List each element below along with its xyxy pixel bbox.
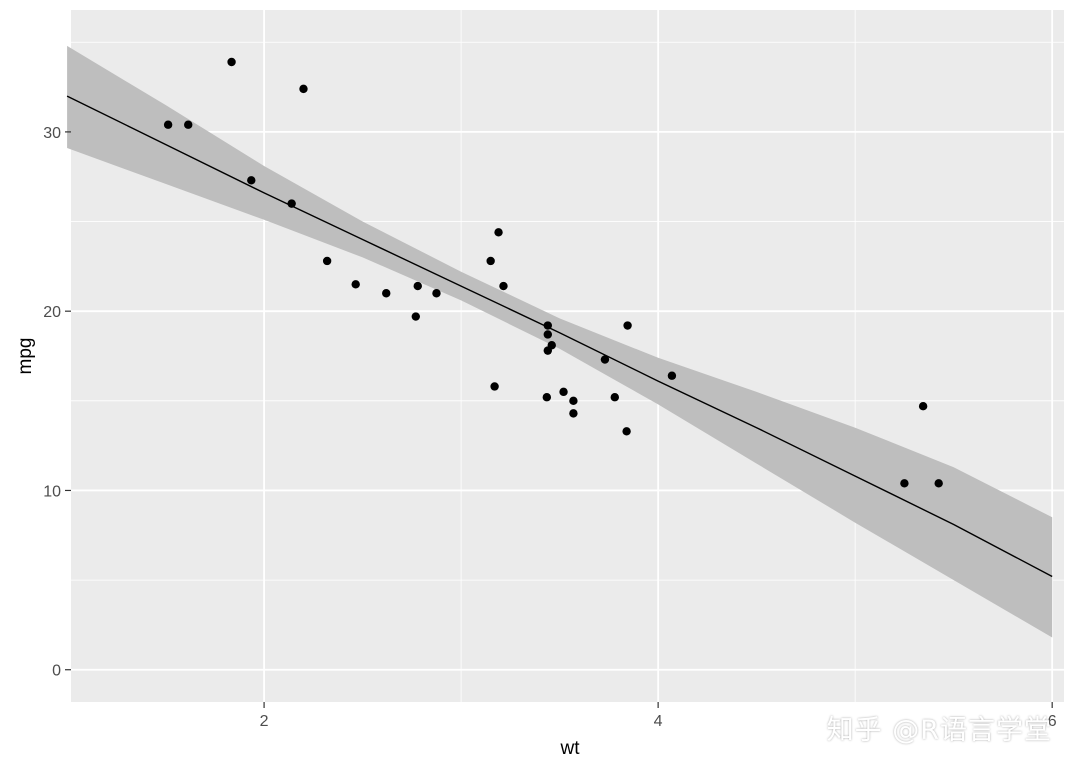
x-tick-label: 6	[1048, 713, 1057, 730]
y-tick-label: 20	[43, 304, 61, 321]
minor-gridlines	[66, 10, 1064, 702]
y-axis-ticks: 0 10 20 30	[43, 125, 71, 680]
data-point	[543, 346, 552, 355]
data-point	[900, 479, 909, 488]
x-tick-label: 4	[654, 713, 663, 730]
data-point	[499, 281, 508, 291]
data-point	[299, 84, 308, 94]
y-axis-title: mpg	[15, 338, 36, 375]
confidence-band	[67, 45, 1053, 638]
data-point	[163, 120, 173, 129]
data-point	[543, 321, 552, 330]
data-point	[287, 199, 296, 208]
plot-panel	[71, 10, 1064, 702]
data-point	[184, 120, 193, 129]
y-tick-label: 0	[52, 663, 61, 680]
data-point	[569, 409, 578, 418]
data-point	[667, 371, 677, 380]
data-point	[569, 396, 578, 406]
data-point	[432, 289, 441, 298]
data-point	[494, 228, 503, 237]
data-point	[934, 479, 943, 488]
data-point	[623, 321, 632, 330]
data-point	[411, 312, 420, 321]
y-tick-label: 30	[43, 125, 61, 142]
regression-line	[66, 95, 1053, 578]
data-point	[490, 382, 499, 391]
data-point	[382, 289, 391, 298]
data-point	[351, 280, 360, 289]
data-point	[486, 256, 495, 266]
data-point	[918, 401, 928, 411]
data-point	[559, 387, 568, 397]
data-point	[413, 281, 422, 291]
data-point	[227, 57, 236, 67]
y-tick-label: 10	[43, 483, 61, 500]
data-points	[163, 57, 943, 488]
watermark: 知乎 @R语言学堂	[826, 715, 1052, 746]
data-point	[247, 176, 256, 185]
x-tick-label: 2	[260, 713, 269, 730]
data-point	[543, 330, 552, 339]
data-point	[322, 256, 332, 266]
data-point	[600, 355, 610, 364]
data-point	[542, 393, 552, 402]
data-point	[610, 393, 619, 402]
x-axis-title: wt	[560, 738, 581, 759]
data-point	[622, 427, 631, 436]
x-axis-ticks: 2 4 6	[260, 702, 1057, 730]
